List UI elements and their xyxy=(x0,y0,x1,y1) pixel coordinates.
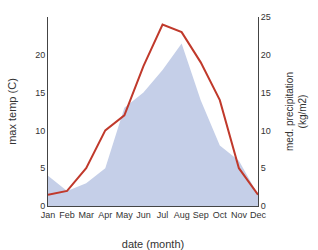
svg-text:Mar: Mar xyxy=(78,210,94,220)
svg-text:20: 20 xyxy=(261,50,271,60)
svg-text:5: 5 xyxy=(261,163,266,173)
svg-text:15: 15 xyxy=(261,88,271,98)
svg-text:max temp (C): max temp (C) xyxy=(6,78,18,145)
svg-text:25: 25 xyxy=(261,12,271,22)
svg-text:10: 10 xyxy=(35,126,45,136)
svg-text:May: May xyxy=(116,210,134,220)
svg-text:20: 20 xyxy=(35,50,45,60)
svg-text:date (month): date (month) xyxy=(122,238,184,250)
svg-text:Aug: Aug xyxy=(174,210,190,220)
svg-text:15: 15 xyxy=(35,88,45,98)
svg-text:Feb: Feb xyxy=(59,210,75,220)
svg-text:Jan: Jan xyxy=(41,210,56,220)
svg-text:Dec: Dec xyxy=(250,210,267,220)
svg-text:10: 10 xyxy=(261,126,271,136)
svg-text:0: 0 xyxy=(261,201,266,211)
svg-text:0: 0 xyxy=(40,201,45,211)
svg-text:Apr: Apr xyxy=(98,210,112,220)
svg-text:Oct: Oct xyxy=(213,210,228,220)
svg-text:Sep: Sep xyxy=(193,210,209,220)
svg-text:5: 5 xyxy=(40,163,45,173)
svg-text:Nov: Nov xyxy=(231,210,248,220)
svg-text:med. precipitation(kg/m2): med. precipitation(kg/m2) xyxy=(284,72,308,151)
svg-text:Jun: Jun xyxy=(136,210,151,220)
svg-text:Jul: Jul xyxy=(157,210,169,220)
